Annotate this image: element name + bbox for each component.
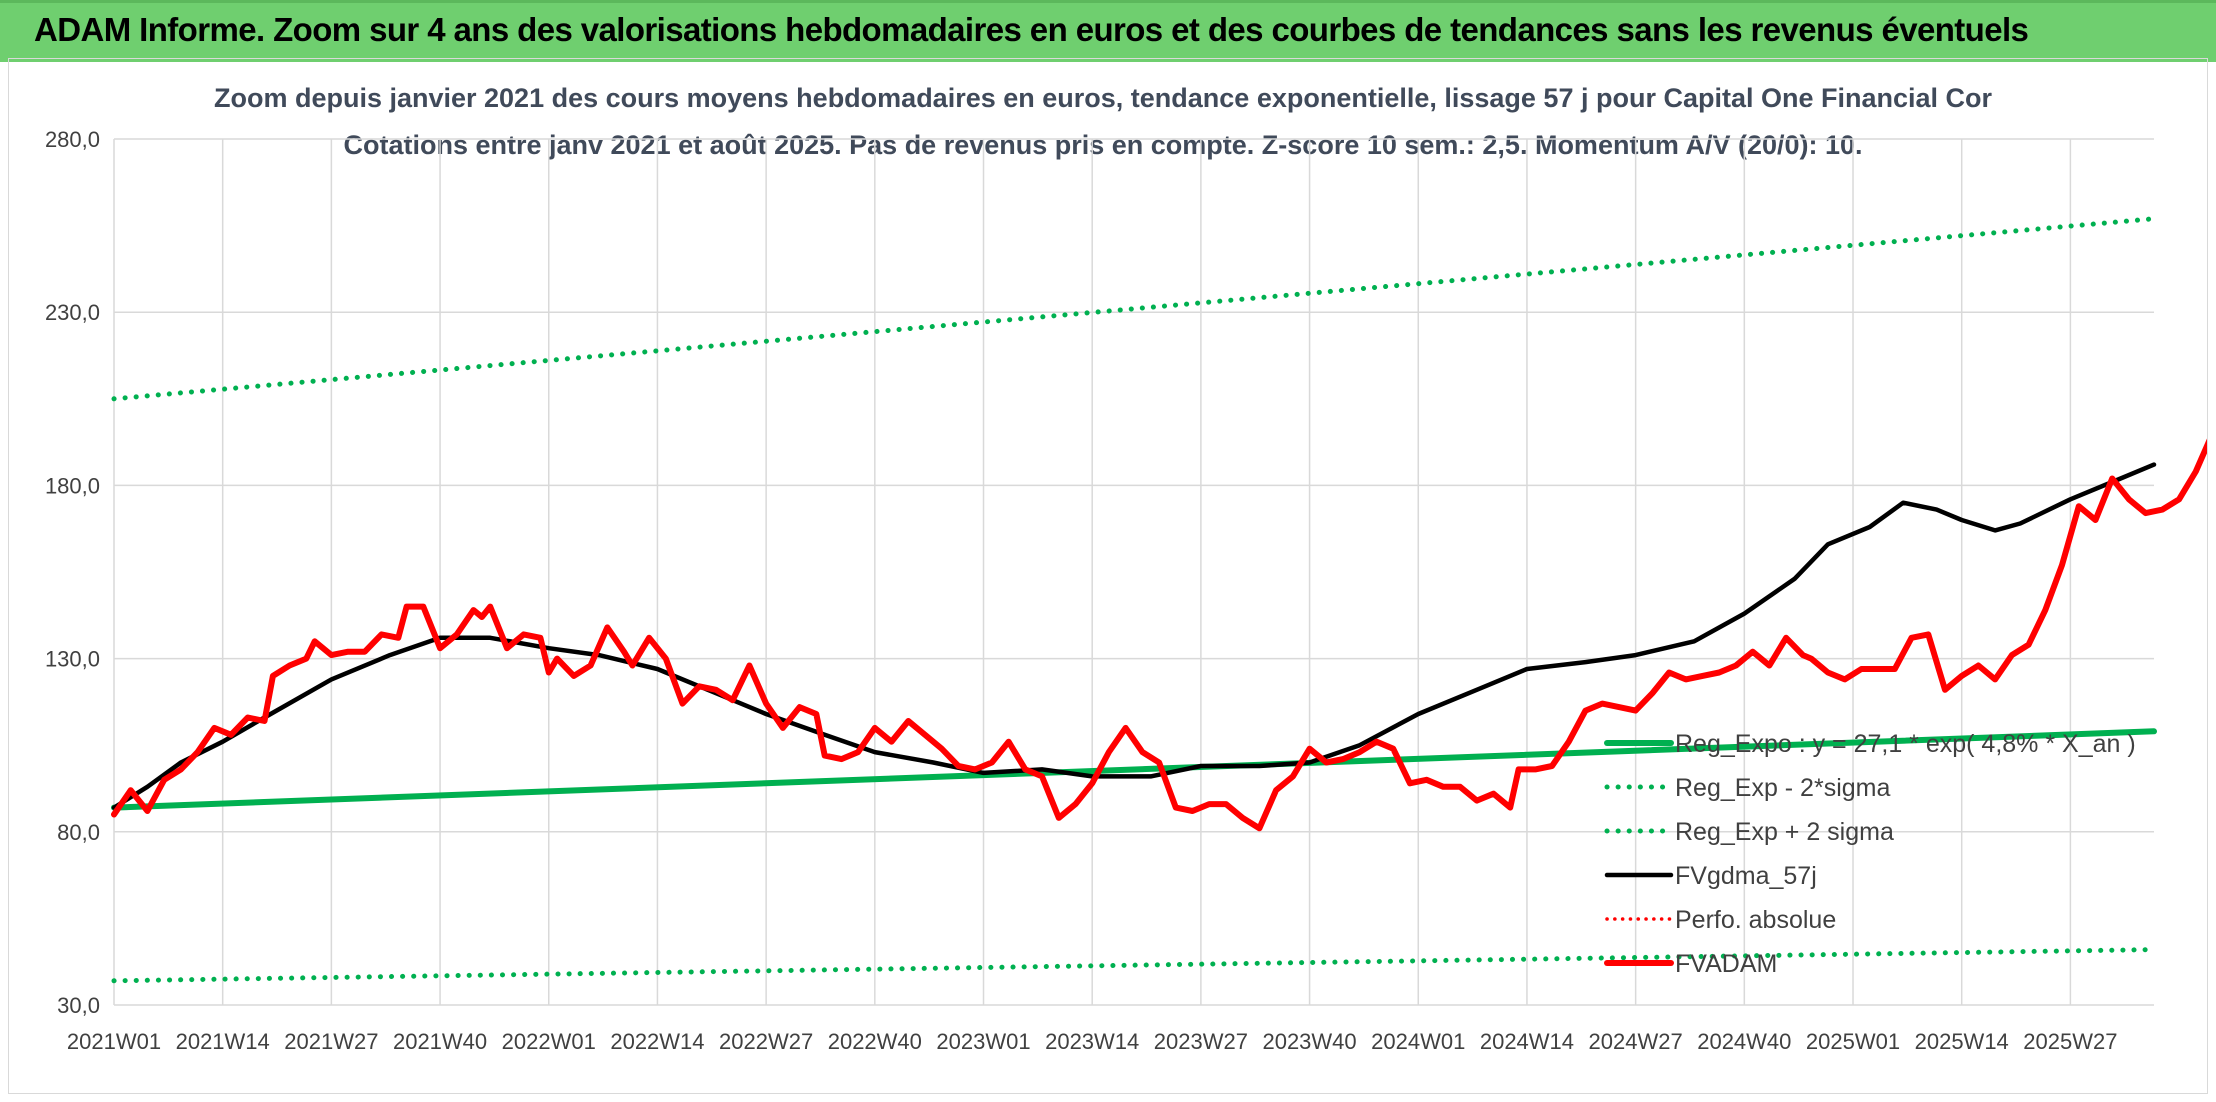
legend-label: FVgdma_57j: [1675, 862, 1817, 890]
y-tick-label: 30,0: [57, 993, 100, 1018]
x-tick-label: 2024W40: [1697, 1029, 1791, 1054]
x-tick-label: 2023W27: [1154, 1029, 1248, 1054]
x-tick-label: 2021W40: [393, 1029, 487, 1054]
y-tick-label: 130,0: [45, 647, 100, 672]
legend-label: Reg_Exp - 2*sigma: [1675, 774, 1890, 802]
chart-subtitle: Cotations entre janv 2021 et août 2025. …: [343, 130, 1862, 160]
x-tick-label: 2024W27: [1589, 1029, 1683, 1054]
x-tick-label: 2022W14: [610, 1029, 704, 1054]
legend-label: Reg_Exp + 2 sigma: [1675, 818, 1894, 846]
x-tick-label: 2023W01: [936, 1029, 1030, 1054]
y-tick-label: 80,0: [57, 820, 100, 845]
series-line-fvadam: [111, 438, 2207, 832]
x-axis: 2021W01 2021W14 2021W27 2021W40 2022W01 2022W…: [67, 1029, 2118, 1054]
x-tick-label: 2021W01: [67, 1029, 161, 1054]
x-tick-label: 2025W27: [2023, 1029, 2117, 1054]
series-line-reg-exp-2-sigma: [111, 216, 2157, 402]
x-tick-label: 2024W14: [1480, 1029, 1574, 1054]
chart-legend: Reg_Expo : y = 27,1 * exp( 4,8% * X_an )…: [1604, 730, 2136, 978]
series-line-fvgdma-57j: [111, 462, 2157, 810]
y-tick-label: 230,0: [45, 300, 100, 325]
x-tick-label: 2022W27: [719, 1029, 813, 1054]
x-tick-label: 2023W14: [1045, 1029, 1139, 1054]
chart-grid: [113, 138, 2154, 1006]
report-title: ADAM Informe. Zoom sur 4 ans des valoris…: [34, 11, 2029, 48]
chart-series: [111, 216, 2207, 984]
series-line-reg-exp-2-sigma: [111, 947, 2157, 984]
x-tick-label: 2021W14: [176, 1029, 270, 1054]
legend-label: Reg_Expo : y = 27,1 * exp( 4,8% * X_an ): [1675, 730, 2136, 758]
line-chart: Zoom depuis janvier 2021 des cours moyen…: [45, 83, 2207, 1054]
legend-label: FVADAM: [1675, 950, 1777, 978]
chart-area: Zoom depuis janvier 2021 des cours moyen…: [8, 58, 2208, 1094]
y-tick-label: 180,0: [45, 473, 100, 498]
series-line-reg-expo-y-27-1-exp-4-8-x-an: [111, 728, 2157, 811]
x-tick-label: 2024W01: [1371, 1029, 1465, 1054]
y-tick-label: 280,0: [45, 127, 100, 152]
chart-title: Zoom depuis janvier 2021 des cours moyen…: [214, 83, 1993, 113]
report-banner: ADAM Informe. Zoom sur 4 ans des valoris…: [0, 0, 2216, 62]
legend-label: Perfo. absolue: [1675, 906, 1836, 934]
x-tick-label: 2022W40: [828, 1029, 922, 1054]
x-tick-label: 2023W40: [1262, 1029, 1356, 1054]
x-tick-label: 2021W27: [284, 1029, 378, 1054]
x-tick-label: 2025W14: [1915, 1029, 2009, 1054]
x-tick-label: 2022W01: [502, 1029, 596, 1054]
y-axis: 30,0 80,0 130,0 180,0 230,0 280,0: [45, 127, 100, 1018]
x-tick-label: 2025W01: [1806, 1029, 1900, 1054]
